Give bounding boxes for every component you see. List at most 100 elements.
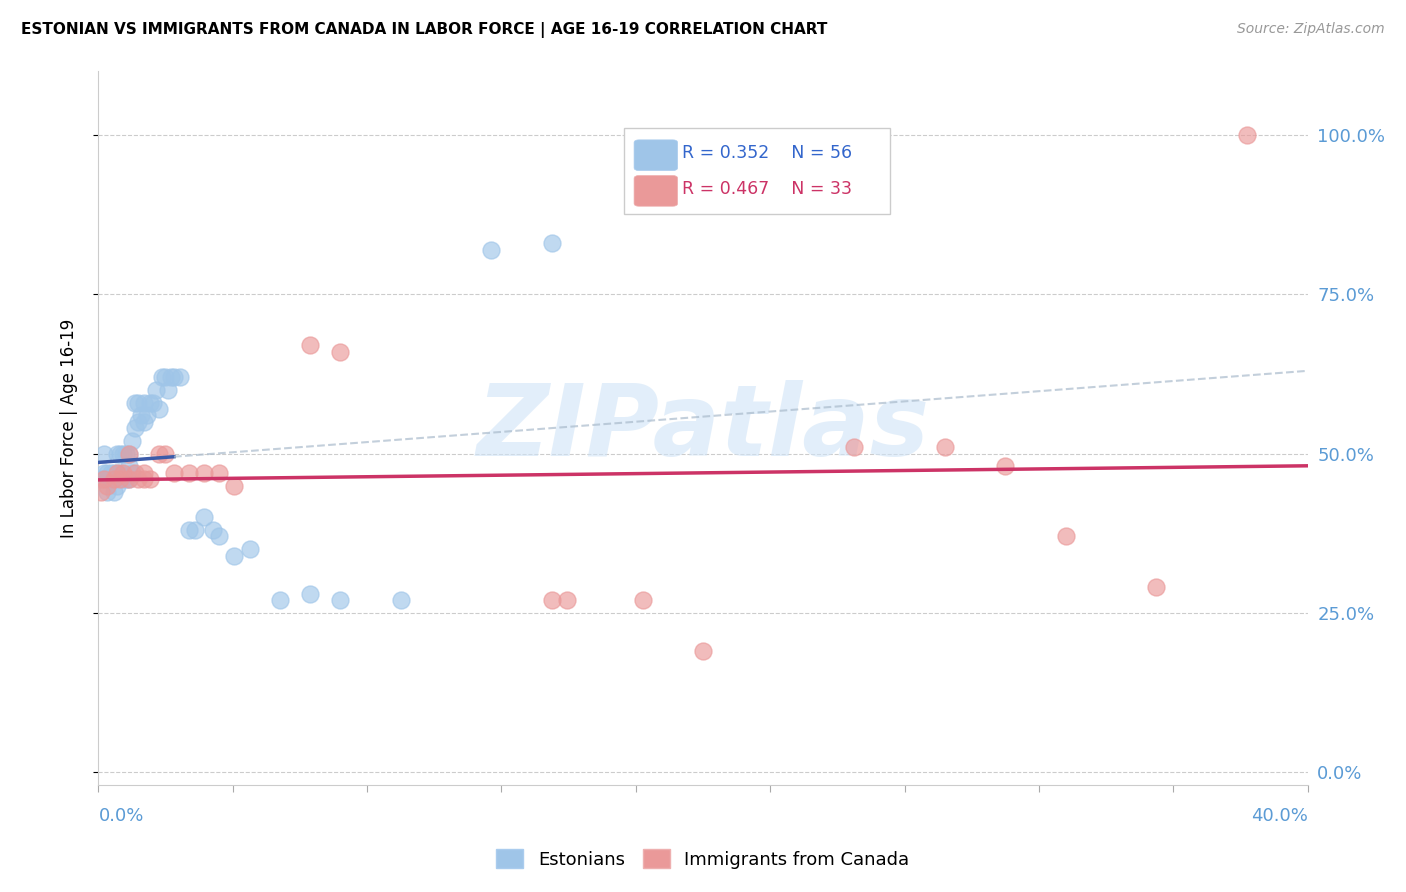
Point <box>179 523 201 537</box>
Point <box>90 472 112 486</box>
Point <box>153 370 176 384</box>
Point <box>540 593 562 607</box>
Point <box>844 440 866 454</box>
Point <box>160 370 183 384</box>
Y-axis label: In Labor Force | Age 16-19: In Labor Force | Age 16-19 <box>59 318 77 538</box>
Point <box>103 472 125 486</box>
Point <box>124 395 146 409</box>
Point <box>329 593 352 607</box>
Point <box>132 466 155 480</box>
Point <box>100 466 122 480</box>
Point <box>139 472 162 486</box>
Text: R = 0.352    N = 56: R = 0.352 N = 56 <box>682 145 852 162</box>
Point <box>163 466 186 480</box>
FancyBboxPatch shape <box>634 140 678 170</box>
Point <box>239 542 262 557</box>
Point <box>224 549 246 563</box>
Point <box>153 447 176 461</box>
Point <box>129 409 152 423</box>
Point <box>105 466 128 480</box>
Point <box>1144 581 1167 595</box>
Point <box>100 472 122 486</box>
Point <box>631 593 654 607</box>
Point <box>111 447 134 461</box>
Point <box>163 370 186 384</box>
Point <box>108 447 131 461</box>
Point <box>202 523 225 537</box>
Point <box>1054 529 1077 543</box>
Point <box>118 447 141 461</box>
Legend: Estonians, Immigrants from Canada: Estonians, Immigrants from Canada <box>489 842 917 876</box>
Point <box>389 593 412 607</box>
Text: ZIPatlas: ZIPatlas <box>477 380 929 476</box>
Point <box>179 466 201 480</box>
Text: R = 0.467    N = 33: R = 0.467 N = 33 <box>682 180 852 198</box>
Point <box>103 472 125 486</box>
Point <box>135 409 157 423</box>
Text: 40.0%: 40.0% <box>1251 807 1308 825</box>
Point <box>132 472 155 486</box>
Point <box>127 415 149 429</box>
Point <box>108 472 131 486</box>
Point <box>96 466 118 480</box>
Point <box>96 472 118 486</box>
Point <box>994 459 1017 474</box>
Point <box>90 484 112 499</box>
Point <box>118 447 141 461</box>
Point <box>329 344 352 359</box>
Text: 0.0%: 0.0% <box>98 807 143 825</box>
Point <box>934 440 956 454</box>
Point <box>93 447 115 461</box>
Point <box>121 434 143 448</box>
Point <box>105 447 128 461</box>
Point <box>148 402 170 417</box>
Point <box>193 510 215 524</box>
Point <box>111 472 134 486</box>
Point <box>145 383 167 397</box>
Point <box>156 383 179 397</box>
Point <box>121 466 143 480</box>
Point <box>540 236 562 251</box>
Point <box>105 478 128 492</box>
Point <box>1236 128 1258 142</box>
Point <box>132 395 155 409</box>
Point <box>169 370 191 384</box>
FancyBboxPatch shape <box>624 128 890 214</box>
Point <box>103 466 125 480</box>
FancyBboxPatch shape <box>634 176 678 206</box>
Point <box>118 472 141 486</box>
Point <box>208 466 231 480</box>
Point <box>224 478 246 492</box>
Point <box>269 593 291 607</box>
Point <box>127 395 149 409</box>
Point <box>93 472 115 486</box>
Point <box>108 466 131 480</box>
Point <box>555 593 578 607</box>
Point <box>692 644 714 658</box>
Point <box>142 395 165 409</box>
Point <box>124 466 146 480</box>
Point <box>139 395 162 409</box>
Point <box>93 466 115 480</box>
Point <box>184 523 207 537</box>
Text: Source: ZipAtlas.com: Source: ZipAtlas.com <box>1237 22 1385 37</box>
Point <box>299 338 322 352</box>
Point <box>127 472 149 486</box>
Text: ESTONIAN VS IMMIGRANTS FROM CANADA IN LABOR FORCE | AGE 16-19 CORRELATION CHART: ESTONIAN VS IMMIGRANTS FROM CANADA IN LA… <box>21 22 828 38</box>
Point <box>103 484 125 499</box>
Point <box>132 415 155 429</box>
Point <box>96 484 118 499</box>
Point <box>118 459 141 474</box>
Point <box>114 447 136 461</box>
Point <box>96 478 118 492</box>
Point <box>148 447 170 461</box>
Point <box>208 529 231 543</box>
Point <box>114 472 136 486</box>
Point <box>124 421 146 435</box>
Point <box>105 466 128 480</box>
Point <box>193 466 215 480</box>
Point <box>118 472 141 486</box>
Point <box>150 370 173 384</box>
Point <box>481 243 503 257</box>
Point <box>111 466 134 480</box>
